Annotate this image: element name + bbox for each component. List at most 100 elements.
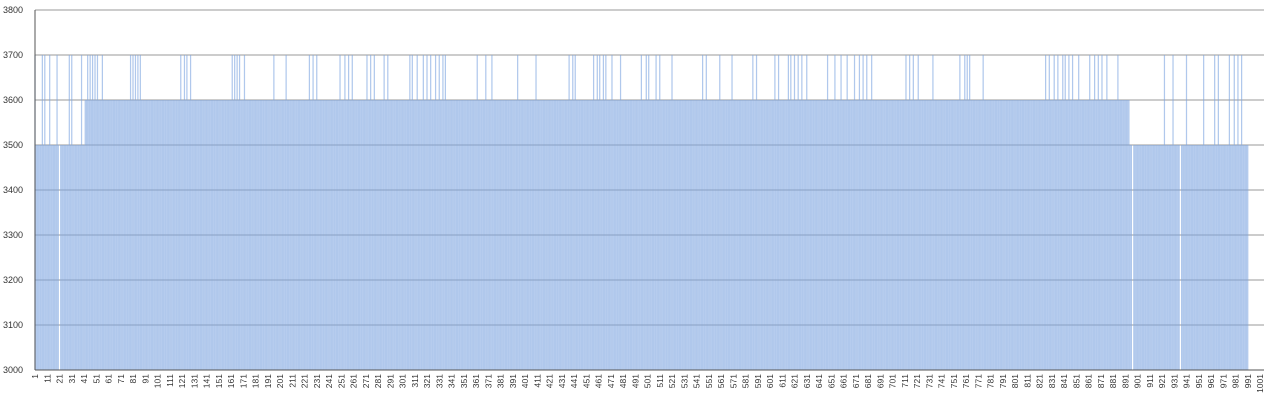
bar bbox=[503, 100, 505, 370]
bar bbox=[664, 100, 666, 370]
bar bbox=[1117, 55, 1119, 370]
bar bbox=[1071, 55, 1074, 370]
bar bbox=[324, 100, 326, 370]
bar bbox=[695, 100, 698, 370]
bar bbox=[796, 100, 798, 370]
bar bbox=[96, 55, 99, 370]
x-tick-label: 371 bbox=[483, 374, 493, 388]
bar bbox=[241, 100, 243, 370]
bar bbox=[1007, 100, 1009, 370]
x-tick-label: 721 bbox=[912, 374, 922, 388]
bar bbox=[536, 100, 538, 370]
bar bbox=[773, 100, 775, 370]
bar bbox=[1161, 145, 1163, 370]
bar bbox=[242, 100, 244, 370]
bar bbox=[498, 100, 500, 370]
bar bbox=[656, 100, 658, 370]
bar bbox=[777, 55, 780, 370]
bar bbox=[318, 100, 320, 370]
bar bbox=[110, 100, 112, 370]
bar bbox=[341, 100, 344, 370]
bar bbox=[474, 100, 476, 370]
bar bbox=[524, 100, 526, 370]
bar bbox=[960, 100, 962, 370]
bar bbox=[834, 55, 836, 370]
x-tick-label: 121 bbox=[177, 374, 187, 388]
bar bbox=[458, 100, 460, 370]
bar bbox=[106, 100, 108, 370]
bar bbox=[1079, 100, 1081, 370]
bar bbox=[1070, 100, 1072, 370]
bar bbox=[947, 100, 949, 370]
bar bbox=[1199, 145, 1201, 370]
bar bbox=[1025, 100, 1027, 370]
bar bbox=[891, 100, 894, 370]
bar bbox=[786, 100, 788, 370]
bar bbox=[506, 100, 508, 370]
bar bbox=[681, 100, 683, 370]
bar bbox=[785, 100, 787, 370]
bar bbox=[884, 100, 886, 370]
bar bbox=[905, 55, 907, 370]
bar bbox=[423, 100, 426, 370]
bar bbox=[646, 100, 649, 370]
bar bbox=[1037, 100, 1039, 370]
bar bbox=[584, 100, 586, 370]
bar bbox=[1058, 100, 1060, 370]
bar bbox=[115, 100, 117, 370]
x-tick-label: 931 bbox=[1169, 374, 1179, 388]
bar bbox=[857, 100, 859, 370]
bar bbox=[1102, 100, 1104, 370]
bar bbox=[607, 100, 609, 370]
x-tick-label: 511 bbox=[655, 374, 665, 388]
bar bbox=[1000, 100, 1003, 370]
bar bbox=[84, 100, 86, 370]
bar bbox=[202, 100, 204, 370]
bar bbox=[421, 100, 423, 370]
bar bbox=[294, 100, 296, 370]
bar bbox=[525, 100, 527, 370]
y-axis: 3000 3100 3200 3300 3400 3500 3600 3700 3800 bbox=[3, 5, 36, 375]
bar bbox=[180, 55, 182, 370]
bar bbox=[1107, 100, 1109, 370]
bar bbox=[802, 100, 804, 370]
bar bbox=[928, 100, 930, 370]
bar bbox=[855, 100, 857, 370]
bar bbox=[1026, 100, 1028, 370]
bar bbox=[286, 100, 288, 370]
bar bbox=[453, 100, 455, 370]
bar bbox=[230, 100, 232, 370]
x-tick-label: 661 bbox=[839, 374, 849, 388]
bar bbox=[992, 100, 994, 370]
x-tick-label: 111 bbox=[165, 374, 175, 387]
bar bbox=[363, 100, 366, 370]
bar bbox=[1174, 145, 1177, 370]
bar bbox=[1222, 145, 1224, 370]
x-tick-label: 531 bbox=[679, 374, 689, 388]
bar bbox=[771, 100, 774, 370]
bar bbox=[460, 100, 462, 370]
bar bbox=[1080, 100, 1082, 370]
bar bbox=[1139, 145, 1141, 370]
bar bbox=[1236, 145, 1238, 370]
bar bbox=[414, 100, 416, 370]
bar bbox=[911, 100, 913, 370]
bar bbox=[909, 55, 911, 370]
bar bbox=[469, 100, 471, 370]
bar bbox=[626, 100, 628, 370]
bar bbox=[958, 100, 960, 370]
bar bbox=[904, 100, 906, 370]
bar bbox=[188, 100, 190, 370]
bar bbox=[276, 100, 279, 370]
x-tick-label: 191 bbox=[263, 374, 273, 388]
bar bbox=[907, 100, 910, 370]
bar bbox=[1056, 100, 1058, 370]
bar bbox=[937, 100, 939, 370]
bar bbox=[352, 100, 355, 370]
bar bbox=[111, 100, 113, 370]
x-tick-label: 951 bbox=[1194, 374, 1204, 388]
bar bbox=[1128, 100, 1130, 370]
x-tick-label: 311 bbox=[410, 374, 420, 388]
bar bbox=[955, 100, 957, 370]
bar bbox=[437, 100, 439, 370]
